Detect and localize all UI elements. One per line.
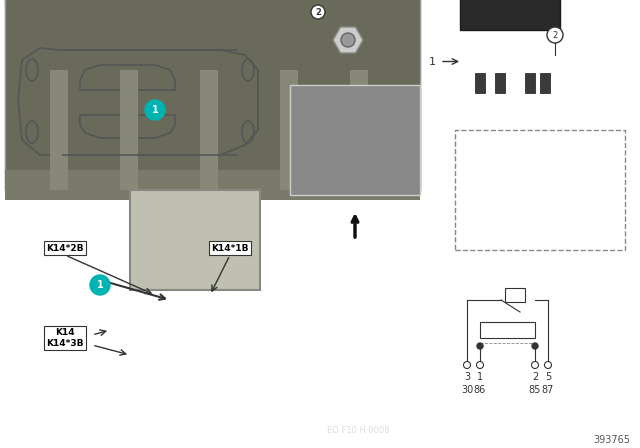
- Circle shape: [477, 362, 483, 369]
- Text: K14*2B: K14*2B: [46, 244, 84, 253]
- Bar: [5, 0, 420, 190]
- Bar: [5, 0, 420, 190]
- Text: 86: 86: [474, 385, 486, 395]
- Circle shape: [545, 362, 552, 369]
- Bar: [480, 322, 535, 338]
- Bar: [280, 70, 298, 190]
- Text: 2: 2: [315, 8, 321, 17]
- Bar: [475, 73, 485, 93]
- Bar: [308, 0, 388, 5]
- Text: EO F10 H 0008: EO F10 H 0008: [328, 426, 390, 435]
- Text: 85: 85: [529, 385, 541, 395]
- Text: K14
K14*3B: K14 K14*3B: [46, 328, 84, 348]
- Bar: [540, 73, 550, 93]
- Bar: [455, 130, 625, 250]
- Circle shape: [532, 343, 538, 349]
- Circle shape: [341, 33, 355, 47]
- Text: 393765: 393765: [593, 435, 630, 445]
- Text: K14*1B: K14*1B: [211, 244, 249, 253]
- Bar: [200, 70, 218, 190]
- Bar: [460, 0, 560, 30]
- Bar: [525, 73, 535, 93]
- Bar: [120, 70, 138, 190]
- Circle shape: [477, 343, 483, 349]
- Bar: [350, 70, 368, 190]
- Circle shape: [145, 100, 165, 120]
- PathPatch shape: [333, 27, 363, 53]
- Bar: [50, 70, 68, 190]
- Text: 87: 87: [542, 385, 554, 395]
- Text: 3: 3: [464, 372, 470, 382]
- Bar: [290, 85, 420, 195]
- Bar: [5, 170, 420, 200]
- Bar: [495, 73, 505, 93]
- Text: 5: 5: [545, 372, 551, 382]
- Text: 2: 2: [532, 372, 538, 382]
- Circle shape: [463, 362, 470, 369]
- Circle shape: [311, 5, 325, 19]
- Text: 1: 1: [429, 56, 435, 66]
- Text: 1: 1: [97, 280, 104, 290]
- Text: 1: 1: [477, 372, 483, 382]
- Circle shape: [531, 362, 538, 369]
- Text: 1: 1: [152, 105, 158, 115]
- Text: 2: 2: [552, 30, 557, 39]
- Bar: [5, 0, 300, 5]
- Bar: [505, 288, 525, 302]
- Circle shape: [547, 27, 563, 43]
- Bar: [130, 190, 260, 290]
- Text: 30: 30: [461, 385, 473, 395]
- Circle shape: [90, 275, 110, 295]
